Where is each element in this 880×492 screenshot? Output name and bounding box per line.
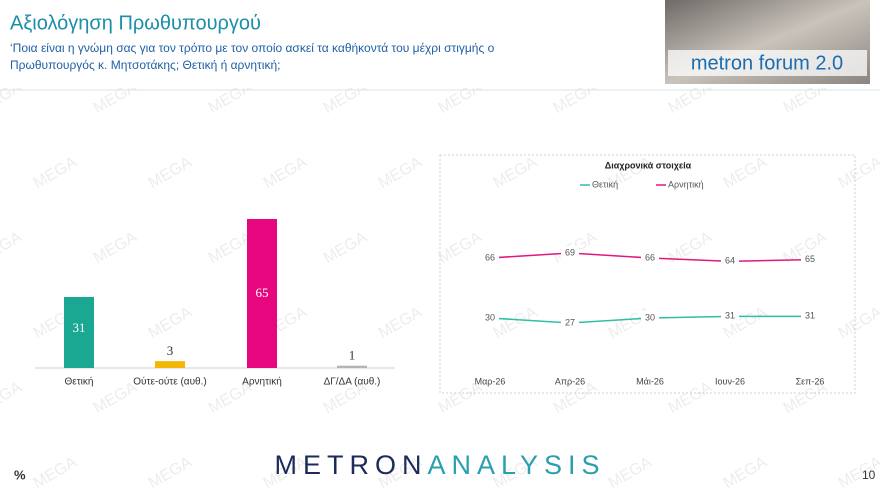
bar — [337, 365, 367, 368]
line-chart-title: Διαχρονικά στοιχεία — [605, 160, 692, 170]
watermark: MEGA — [721, 454, 771, 492]
label-bg — [721, 254, 739, 269]
watermark: MEGA — [721, 154, 771, 192]
bar — [155, 361, 185, 368]
logo-text: metron forum 2.0 — [691, 52, 843, 74]
label-bg — [801, 309, 819, 324]
x-tick-label: Μάι-26 — [636, 376, 664, 386]
watermark: MEGA — [31, 154, 81, 192]
label-bg — [641, 311, 659, 325]
x-tick-label: Απρ-26 — [555, 376, 585, 386]
value-label: 30 — [645, 312, 655, 322]
label-bg — [561, 246, 579, 260]
category-label: Αρνητική — [242, 376, 282, 388]
category-label: Θετική — [65, 376, 94, 388]
category-label: ΔΓ/ΔΑ (αυθ.) — [324, 377, 381, 388]
unit: % — [14, 467, 26, 482]
label-bg — [721, 309, 739, 324]
legend-label: Θετική — [592, 179, 618, 189]
watermark: MEGA — [261, 154, 311, 192]
value-label: 31 — [725, 311, 735, 321]
watermark: MEGA — [31, 454, 81, 492]
legend-label: Αρνητική — [668, 179, 704, 189]
watermark: MEGA — [0, 229, 25, 267]
watermark: MEGA — [146, 154, 196, 192]
brand-part: METRON — [274, 450, 427, 480]
x-tick-label: Σεπ-26 — [796, 376, 825, 386]
label-bg — [641, 251, 659, 265]
watermark: MEGA — [0, 379, 25, 417]
x-tick-label: Ιουν-26 — [715, 376, 745, 386]
brand: METRONANALYSIS — [274, 450, 605, 480]
watermark: MEGA — [666, 229, 716, 267]
watermark: MEGA — [376, 154, 426, 192]
brand-part: ANALYSIS — [427, 450, 605, 480]
value-label: 31 — [73, 320, 86, 335]
value-label: 30 — [485, 312, 495, 322]
value-label: 66 — [485, 252, 495, 262]
watermark: MEGA — [491, 154, 541, 192]
value-label: 65 — [805, 254, 815, 264]
bar — [247, 219, 277, 368]
value-label: 64 — [725, 256, 735, 266]
value-label: 65 — [256, 285, 269, 300]
bar — [64, 296, 94, 368]
watermark: MEGA — [321, 229, 371, 267]
category-label: Ούτε-ούτε (αυθ.) — [133, 376, 206, 388]
question-line: ‘Ποια είναι η γνώμη σας για τον τρόπο με… — [10, 41, 495, 55]
question-line: Πρωθυπουργός κ. Μητσοτάκης; Θετική ή αρν… — [10, 58, 280, 72]
value-label: 69 — [565, 247, 575, 257]
watermark: MEGA — [91, 229, 141, 267]
value-label: 31 — [805, 311, 815, 321]
label-bg — [481, 251, 499, 265]
label-bg — [561, 316, 579, 330]
page-number: 10 — [862, 468, 876, 482]
watermark: MEGA — [836, 304, 880, 342]
watermark: MEGA — [666, 379, 716, 417]
value-label: 1 — [349, 348, 356, 363]
line-chart-frame — [439, 154, 856, 394]
value-label: 27 — [565, 317, 575, 327]
title: Αξιολόγηση Πρωθυπουργού — [10, 12, 261, 34]
watermark: MEGA — [146, 454, 196, 492]
watermark: MEGA — [376, 304, 426, 342]
watermark: MEGA — [836, 154, 880, 192]
value-label: 66 — [645, 252, 655, 262]
watermark: MEGA — [606, 454, 656, 492]
value-label: 3 — [167, 343, 174, 358]
watermark: MEGA — [146, 304, 196, 342]
x-tick-label: Μαρ-26 — [475, 376, 506, 386]
watermark: MEGA — [436, 229, 486, 267]
label-bg — [801, 252, 819, 267]
logo-band — [668, 50, 867, 76]
label-bg — [481, 311, 499, 325]
